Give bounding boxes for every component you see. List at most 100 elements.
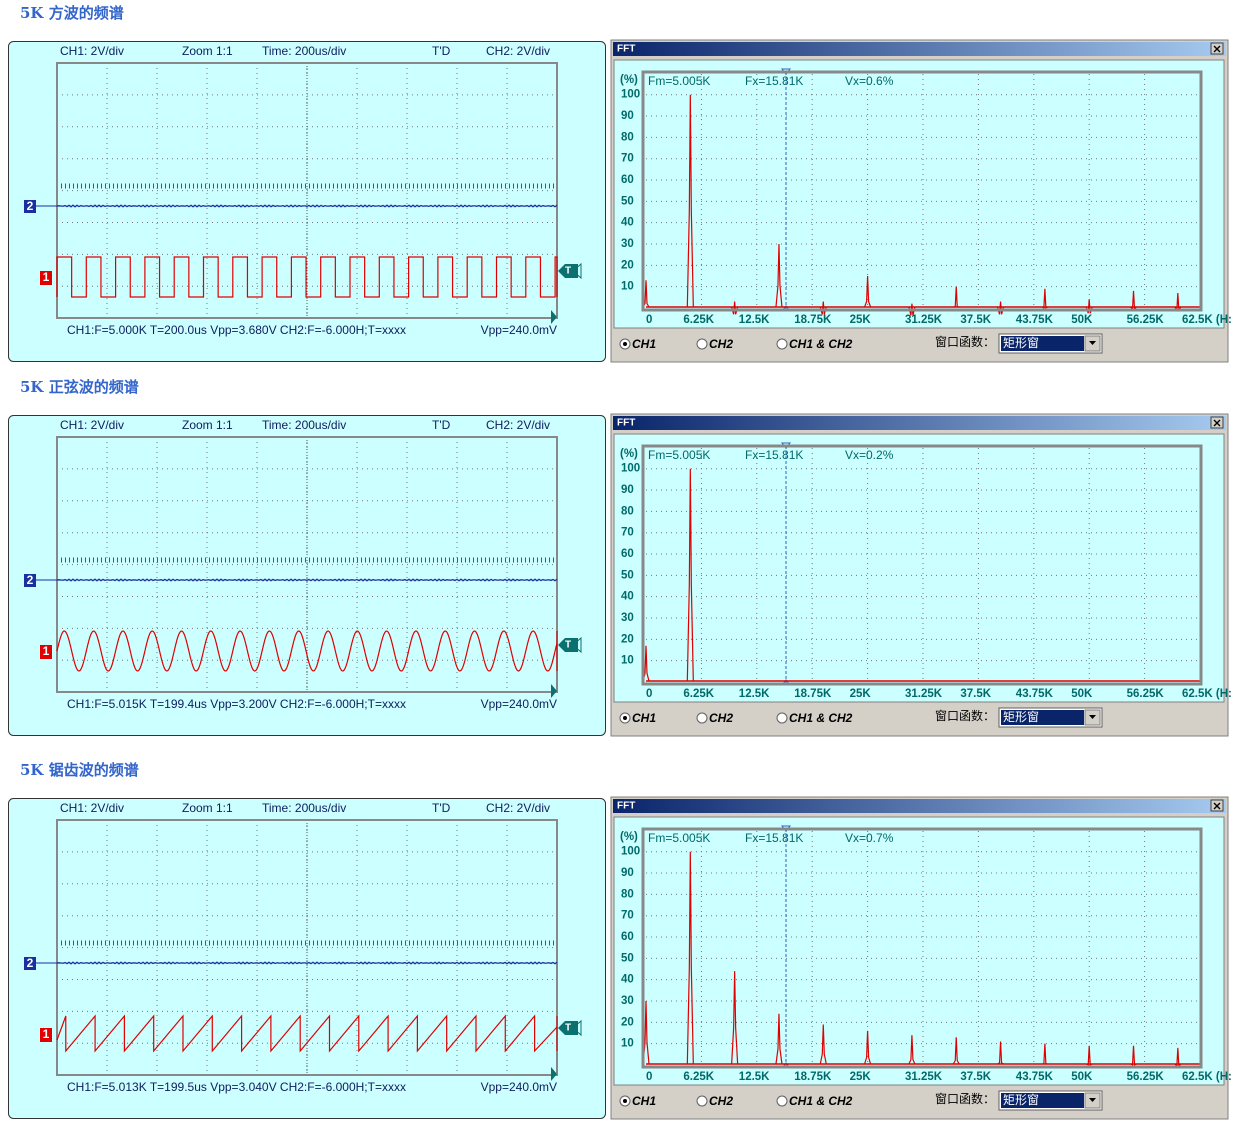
radio[interactable] <box>696 338 708 350</box>
scope-footer: CH1:F=5.000K T=200.0us Vpp=3.680V CH2:F=… <box>67 323 406 337</box>
select-arrow <box>1089 715 1096 719</box>
ch2-trace <box>56 578 558 582</box>
y-tick-label: 20 <box>621 633 634 645</box>
y-tick-label: 60 <box>621 548 634 560</box>
trigger-marker <box>558 264 578 278</box>
time-marker <box>551 310 557 324</box>
scope-header: Zoom 1:1 <box>182 44 233 58</box>
spectrum-peak <box>686 468 694 682</box>
y-tick-label: 10 <box>621 1038 634 1050</box>
fft-window: FFT 10 20 30 40 50 60 70 80 90 100 0 6.25K 12.5K 18.75… <box>610 413 1232 737</box>
radio[interactable] <box>776 712 788 724</box>
ch2-marker <box>24 957 36 970</box>
close-icon <box>1213 419 1221 427</box>
y-tick-label: 90 <box>621 867 634 879</box>
y-tick-label: 30 <box>621 612 634 624</box>
x-tick-label: 31.25K <box>905 1071 943 1083</box>
y-unit: (%) <box>620 74 638 86</box>
fft-window: FFT 10 20 30 40 50 60 70 80 90 100 0 6.25K 12.5K 18.75… <box>610 796 1232 1120</box>
spectrum-peak <box>819 1024 827 1065</box>
ch1-marker <box>40 271 52 285</box>
spectrum-peak <box>731 971 739 1065</box>
y-tick-label: 50 <box>621 569 634 581</box>
radio[interactable] <box>776 338 788 350</box>
x-tick-label: 56.25K <box>1127 314 1165 326</box>
x-tick-label: 25K <box>850 1071 872 1083</box>
radio[interactable] <box>776 1095 788 1107</box>
fft-window: FFT 10 20 30 40 50 60 70 80 90 100 0 6.25K 12.5K 18.75… <box>610 39 1232 363</box>
radio-label: CH1 <box>632 337 656 351</box>
y-tick-label: 80 <box>621 131 634 143</box>
x-tick-label: 50K <box>1071 1071 1093 1083</box>
spectrum-peak <box>864 1030 872 1065</box>
x-tick-label: 12.5K <box>739 1071 770 1083</box>
spectrum-peak <box>731 301 739 315</box>
trigger-label: T <box>565 640 571 651</box>
y-unit: (%) <box>620 831 638 843</box>
y-tick-label: 90 <box>621 110 634 122</box>
scope-footer: CH1:F=5.015K T=199.4us Vpp=3.200V CH2:F=… <box>67 697 406 711</box>
x-tick-label: 37.5K <box>960 314 991 326</box>
x-tick-label: 6.25K <box>683 1071 714 1083</box>
spectrum-peak <box>997 1041 1004 1065</box>
y-tick-label: 20 <box>621 259 634 271</box>
y-tick-label: 50 <box>621 952 634 964</box>
spectrum-peak <box>952 1037 960 1065</box>
ch1-marker-label: 1 <box>43 644 50 658</box>
scope-grid-border <box>56 62 558 319</box>
close-icon <box>1213 45 1221 53</box>
y-tick-label: 80 <box>621 888 634 900</box>
select-value-bg <box>1001 710 1084 725</box>
select-value-bg <box>1001 1093 1084 1108</box>
trigger-marker <box>558 638 578 652</box>
radio-label: CH2 <box>709 1094 733 1108</box>
scope-header: T'D <box>432 418 451 432</box>
spectrum-peak <box>819 301 827 315</box>
spectrum-peak <box>775 243 783 308</box>
x-tick-label: 43.75K <box>1016 688 1054 700</box>
scope-panel: CH1: 2V/div Zoom 1:1 Time: 200us/div T'D CH2… <box>8 41 606 362</box>
scope-grid-border <box>56 819 558 1076</box>
x-tick-label: 25K <box>850 314 872 326</box>
select-value: 矩形窗 <box>1003 1093 1039 1107</box>
spectrum-peak <box>1041 288 1049 309</box>
scope-panel: CH1: 2V/div Zoom 1:1 Time: 200us/div T'D CH2… <box>8 798 606 1119</box>
readout: Fx=15.81K <box>745 74 803 88</box>
x-tick-label: 0 <box>646 688 652 700</box>
window-title: FFT <box>617 418 635 429</box>
spectrum-peak <box>996 301 1005 315</box>
y-tick-label: 30 <box>621 238 634 250</box>
radio-label: CH1 & CH2 <box>789 711 853 725</box>
readout: Vx=0.7% <box>845 831 894 845</box>
x-tick-label: 62.5K (H: <box>1182 314 1232 326</box>
y-unit: (%) <box>620 448 638 460</box>
scope-grid-border <box>56 436 558 693</box>
scope-footer-right: Vpp=240.0mV <box>481 1080 557 1094</box>
y-tick-label: 40 <box>621 591 634 603</box>
ch2-trace <box>56 961 558 965</box>
scope-header: Zoom 1:1 <box>182 418 233 432</box>
plot-border <box>641 444 1203 686</box>
section: 5K 正弦波的频谱 CH1: 2V/div Zoom 1:1 Time: 200us/… <box>8 378 1232 737</box>
radio[interactable] <box>696 1095 708 1107</box>
spectrum-peak <box>775 1013 783 1065</box>
trigger-marker <box>558 1021 578 1035</box>
y-tick-label: 70 <box>621 153 634 165</box>
ch1-marker-label: 1 <box>43 270 50 284</box>
plot-border <box>641 70 1203 312</box>
ch1-trace <box>56 630 558 672</box>
x-tick-label: 12.5K <box>739 314 770 326</box>
readout: Fx=15.81K <box>745 831 803 845</box>
y-tick-label: 70 <box>621 527 634 539</box>
x-tick-label: 43.75K <box>1016 314 1054 326</box>
radio[interactable] <box>696 712 708 724</box>
radio-label: CH1 & CH2 <box>789 337 853 351</box>
radio-label: CH2 <box>709 337 733 351</box>
readout: Vx=0.2% <box>845 448 894 462</box>
x-tick-label: 37.5K <box>960 688 991 700</box>
ch1-marker <box>40 645 52 659</box>
y-tick-label: 90 <box>621 484 634 496</box>
x-tick-label: 0 <box>646 314 652 326</box>
y-tick-label: 20 <box>621 1016 634 1028</box>
ch1-marker <box>40 1028 52 1042</box>
